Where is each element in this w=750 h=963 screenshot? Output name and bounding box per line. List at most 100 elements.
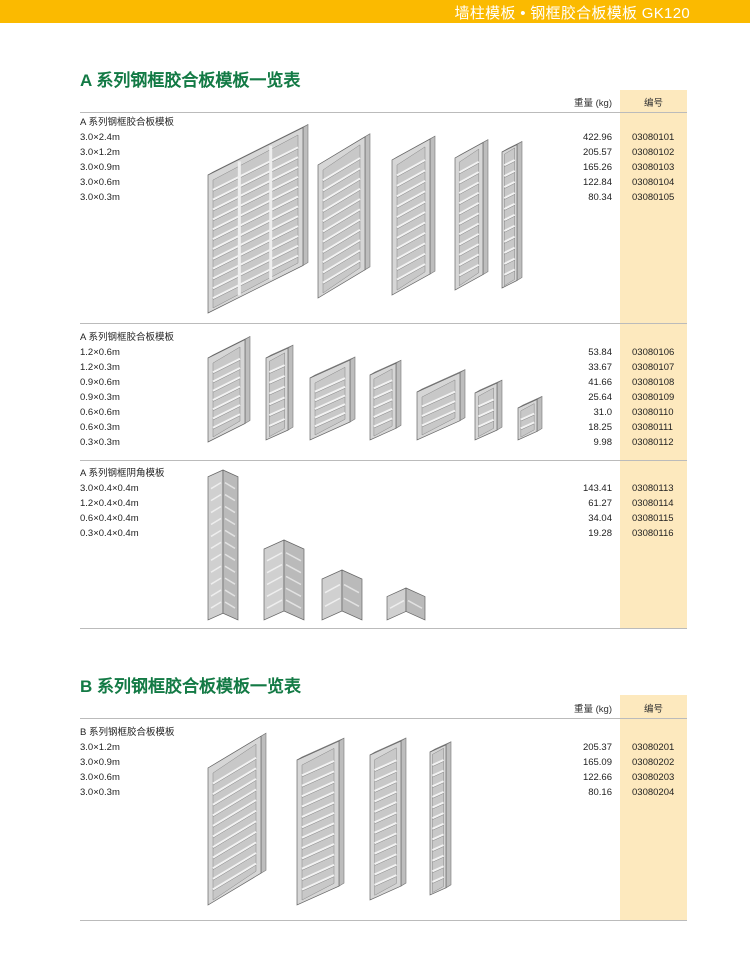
row-size: 0.6×0.4×0.4m: [80, 513, 139, 524]
header-title: 墙柱模板 • 钢框胶合板模板 GK120: [454, 5, 690, 22]
divider: [80, 460, 687, 461]
group-label: A 系列钢框胶合板模板: [80, 117, 174, 128]
panel-3.0x1.2m: [317, 133, 371, 299]
corner-1.2x0.4x0.4m: [263, 539, 305, 621]
corner-3.0x0.4x0.4m: [207, 469, 239, 621]
panel-0.9x0.3m: [369, 359, 402, 441]
row-code: 03080109: [632, 392, 675, 403]
row-weight: 205.57: [582, 147, 612, 158]
divider: [80, 323, 687, 324]
code-column-a: [620, 90, 687, 628]
row-size: 3.0×0.9m: [80, 162, 120, 173]
row-size: 3.0×0.6m: [80, 772, 120, 783]
row-weight: 33.67: [588, 362, 612, 373]
row-size: 1.2×0.6m: [80, 347, 120, 358]
row-size: 3.0×0.9m: [80, 757, 120, 768]
row-weight: 53.84: [588, 347, 612, 358]
panel-0.9x0.6m: [309, 356, 356, 441]
row-code: 03080106: [632, 347, 675, 358]
row-code: 03080204: [632, 787, 675, 798]
row-code: 03080114: [632, 498, 674, 509]
panel-0.6x0.3m: [474, 379, 503, 441]
row-size: 0.3×0.3m: [80, 437, 120, 448]
divider: [80, 628, 687, 629]
row-weight: 80.34: [588, 192, 612, 203]
section-b-title: B 系列钢框胶合板模板一览表: [80, 677, 301, 696]
row-code: 03080104: [632, 177, 675, 188]
divider: [80, 920, 687, 921]
row-weight: 205.37: [582, 742, 612, 753]
row-size: 3.0×0.6m: [80, 177, 120, 188]
panel-b-3.0x0.9m: [296, 737, 345, 906]
panel-1.2x0.3m: [265, 344, 294, 441]
divider: [80, 718, 687, 719]
row-size: 3.0×1.2m: [80, 742, 120, 753]
row-weight: 9.98: [593, 437, 613, 448]
row-code: 03080105: [632, 192, 675, 203]
row-code: 03080107: [632, 362, 675, 373]
row-weight: 25.64: [588, 392, 612, 403]
row-size: 0.3×0.4×0.4m: [80, 528, 139, 539]
row-size: 3.0×0.3m: [80, 192, 120, 203]
row-code: 03080108: [632, 377, 675, 388]
row-weight: 41.66: [588, 377, 612, 388]
row-code: 03080103: [632, 162, 675, 173]
row-code: 03080112: [632, 437, 674, 448]
row-size: 3.0×0.4×0.4m: [80, 483, 139, 494]
group-label: A 系列钢框阴角模板: [80, 468, 165, 479]
header-bar: 墙柱模板 • 钢框胶合板模板 GK120: [0, 0, 750, 23]
row-weight: 122.84: [582, 177, 612, 188]
corner-0.3x0.4x0.4m: [386, 587, 426, 621]
row-size: 3.0×2.4m: [80, 132, 120, 143]
panel-b-3.0x0.6m: [369, 737, 407, 901]
row-size: 1.2×0.4×0.4m: [80, 498, 139, 509]
row-code: 03080116: [632, 528, 674, 539]
panel-0.6x0.6m: [416, 369, 466, 441]
code-header-b: 编号: [643, 704, 663, 715]
row-code: 03080101: [632, 132, 675, 143]
row-weight: 165.09: [582, 757, 612, 768]
panel-3.0x0.3m: [501, 140, 523, 289]
row-weight: 422.96: [582, 132, 612, 143]
panel-0.3x0.3m: [517, 395, 543, 441]
panel-3.0x0.9m: [391, 135, 436, 296]
divider: [80, 112, 687, 113]
row-code: 03080110: [632, 407, 674, 418]
panel-b-3.0x1.2m: [207, 732, 267, 906]
row-code: 03080111: [632, 422, 673, 433]
group-label: A 系列钢框胶合板模板: [80, 332, 174, 343]
panel-3.0x2.4m: [207, 123, 309, 314]
row-weight: 18.25: [588, 422, 612, 433]
row-code: 03080113: [632, 483, 674, 494]
row-weight: 165.26: [582, 162, 612, 173]
weight-header-b: 重量 (kg): [573, 704, 612, 715]
corner-0.6x0.4x0.4m: [321, 569, 363, 621]
row-weight: 143.41: [582, 483, 612, 494]
row-size: 0.9×0.6m: [80, 377, 120, 388]
section-a-title: A 系列钢框胶合板模板一览表: [80, 71, 301, 90]
weight-header-a: 重量 (kg): [573, 98, 612, 109]
panel-3.0x0.6m: [454, 139, 489, 291]
row-size: 0.6×0.6m: [80, 407, 120, 418]
row-code: 03080201: [632, 742, 675, 753]
row-size: 0.6×0.3m: [80, 422, 120, 433]
row-weight: 19.28: [588, 528, 612, 539]
row-weight: 61.27: [588, 498, 612, 509]
row-code: 03080102: [632, 147, 675, 158]
row-code: 03080202: [632, 757, 675, 768]
panel-b-3.0x0.3m: [429, 741, 452, 896]
code-header-a: 编号: [643, 98, 663, 109]
row-weight: 34.04: [588, 513, 612, 524]
row-size: 1.2×0.3m: [80, 362, 120, 373]
row-size: 0.9×0.3m: [80, 392, 120, 403]
group-label: B 系列钢框胶合板模板: [80, 727, 175, 738]
row-weight: 31.0: [593, 407, 613, 418]
row-weight: 122.66: [582, 772, 612, 783]
code-column-b: [620, 695, 687, 920]
row-code: 03080115: [632, 513, 674, 524]
row-weight: 80.16: [588, 787, 612, 798]
row-size: 3.0×1.2m: [80, 147, 120, 158]
row-code: 03080203: [632, 772, 675, 783]
